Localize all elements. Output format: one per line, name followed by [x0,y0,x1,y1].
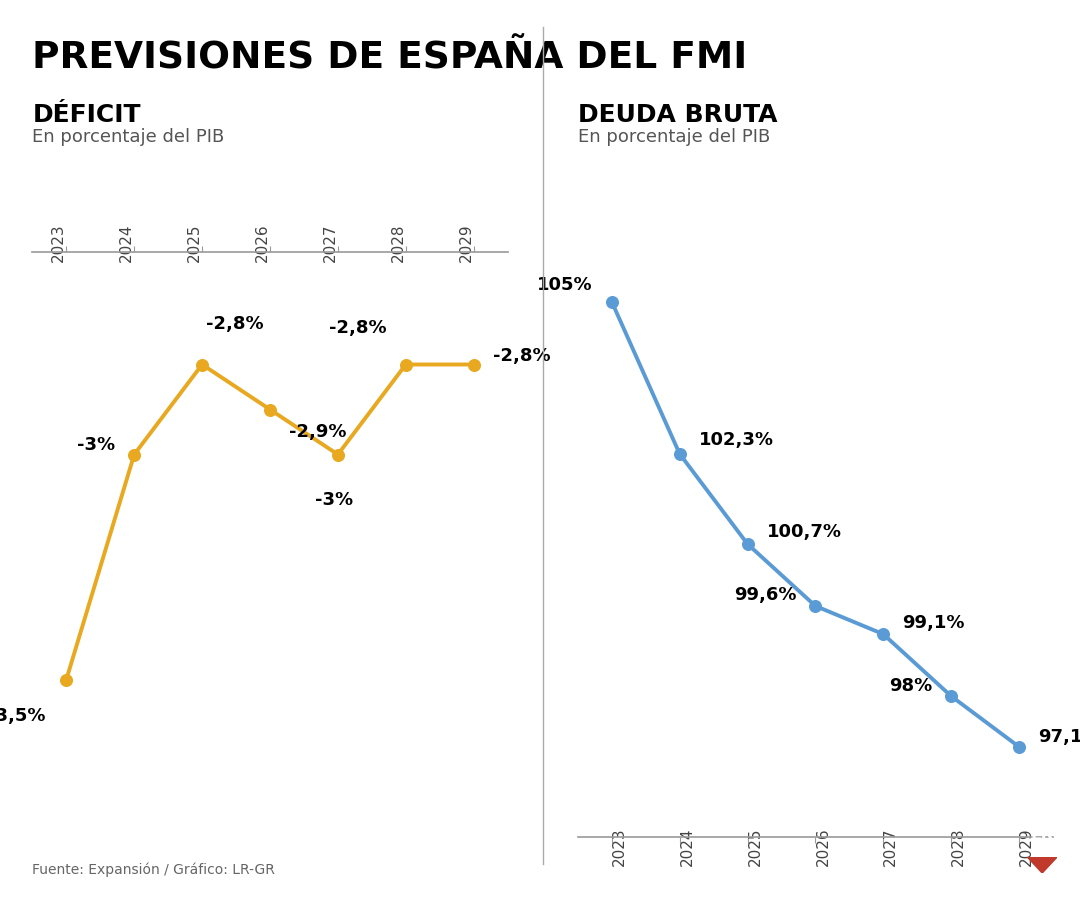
Text: -2,8%: -2,8% [205,315,264,333]
Point [193,357,211,372]
Text: 99,6%: 99,6% [734,586,796,604]
Point [261,402,279,417]
Point [943,688,960,703]
Text: DÉFICIT: DÉFICIT [32,104,140,128]
Text: 105%: 105% [537,275,593,293]
Text: 102,3%: 102,3% [699,431,773,449]
Text: LR: LR [1030,826,1054,844]
Point [465,357,483,372]
Point [57,672,75,687]
Point [603,294,620,309]
Text: 100,7%: 100,7% [767,523,841,541]
Text: 97,1%: 97,1% [1038,728,1080,746]
Text: -3%: -3% [77,436,116,454]
Text: -2,9%: -2,9% [289,423,347,441]
Point [875,627,892,642]
Text: -3%: -3% [315,491,353,508]
Text: 99,1%: 99,1% [902,614,964,632]
Text: En porcentaje del PIB: En porcentaje del PIB [578,128,770,146]
Point [329,447,347,462]
Text: 98%: 98% [889,677,932,695]
Text: DEUDA BRUTA: DEUDA BRUTA [578,104,778,128]
Text: -2,8%: -2,8% [329,320,387,338]
Point [397,357,415,372]
Point [739,536,756,551]
Polygon shape [1027,857,1057,873]
Text: -2,8%: -2,8% [492,346,551,364]
Text: PREVISIONES DE ESPAÑA DEL FMI: PREVISIONES DE ESPAÑA DEL FMI [32,40,747,76]
Point [1011,740,1028,754]
Text: -3,5%: -3,5% [0,706,46,724]
Point [125,447,143,462]
Text: Fuente: Expansión / Gráfico: LR-GR: Fuente: Expansión / Gráfico: LR-GR [32,862,275,877]
Point [671,446,688,461]
Text: En porcentaje del PIB: En porcentaje del PIB [32,128,225,146]
Point [807,598,824,613]
